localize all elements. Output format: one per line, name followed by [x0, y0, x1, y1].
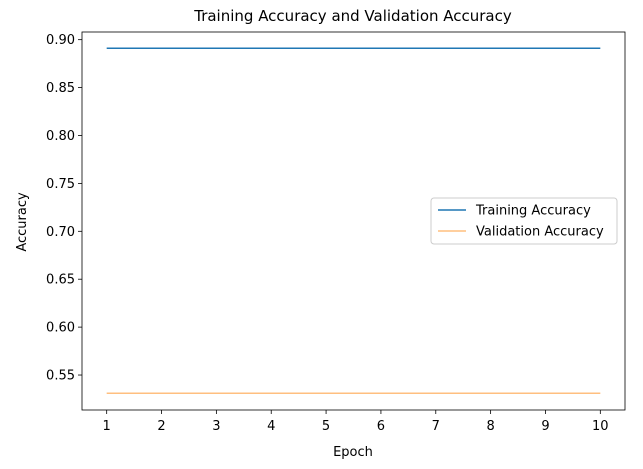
series-layer — [106, 47, 601, 394]
x-axis-label: Epoch — [333, 445, 373, 460]
y-tick-label: 0.90 — [46, 33, 75, 48]
x-tick-label: 10 — [592, 419, 609, 434]
x-tick-label: 8 — [486, 419, 494, 434]
x-tick-label: 9 — [541, 419, 549, 434]
legend-label-0: Training Accuracy — [475, 204, 591, 219]
y-tick-label: 0.65 — [46, 273, 75, 288]
y-tick-label: 0.75 — [46, 177, 75, 192]
x-tick-label: 6 — [377, 419, 385, 434]
axes-layer: 1 2 3 4 5 6 7 8 9 10 0.55 0.60 0.65 0.70 0.75 0.80 0.85 0… — [46, 31, 626, 434]
y-axis-label: Accuracy — [15, 192, 30, 252]
y-tick-label: 0.85 — [46, 81, 75, 96]
chart-title: Training Accuracy and Validation Accurac… — [193, 7, 512, 25]
y-tick-label: 0.55 — [46, 369, 75, 384]
axes-frame — [81, 31, 626, 411]
x-tick-label: 2 — [157, 419, 165, 434]
legend: Training Accuracy Validation Accuracy — [430, 197, 618, 245]
y-tick-label: 0.80 — [46, 129, 75, 144]
x-tick-label: 7 — [432, 419, 440, 434]
legend-frame — [430, 197, 618, 245]
y-tick-label: 0.60 — [46, 321, 75, 336]
x-tick-label: 1 — [103, 419, 111, 434]
legend-label-1: Validation Accuracy — [476, 225, 604, 240]
y-tick-label: 0.70 — [46, 225, 75, 240]
x-tick-label: 5 — [322, 419, 330, 434]
x-tick-label: 3 — [212, 419, 220, 434]
x-tick-label: 4 — [267, 419, 275, 434]
